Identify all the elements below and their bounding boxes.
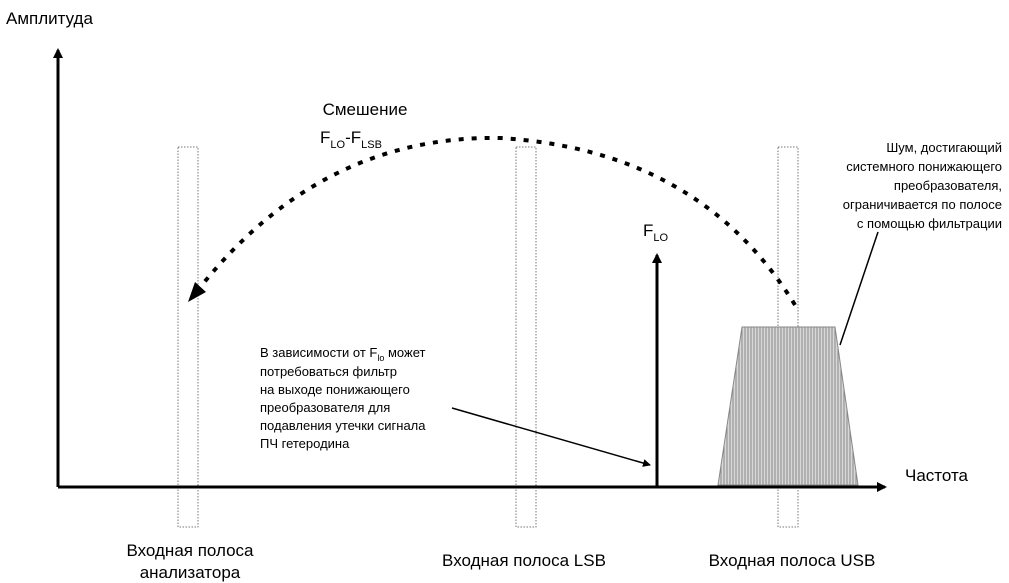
mixing-arc [196, 135, 797, 307]
lo-sub: LO [653, 232, 668, 244]
filter-pointer [451, 407, 651, 467]
band-label: Входная полоса [126, 541, 254, 560]
y-axis-label: Амплитуда [6, 9, 93, 28]
note-line: системного понижающего [846, 159, 1002, 174]
band-lsb [515, 146, 537, 528]
noise-spectrum [717, 326, 859, 486]
filter-note: В зависимости от Flo может потребоваться… [260, 345, 426, 451]
noise-note: Шум, достигающий системного понижающего … [843, 140, 1002, 231]
note-line: преобразователя для [260, 400, 390, 415]
band-label: Входная полоса LSB [442, 551, 606, 570]
mixing-formula: FLO-FLSB [320, 128, 382, 151]
note-line: подавления утечки сигнала [260, 418, 426, 433]
x-axis-label: Частота [905, 466, 969, 485]
note-text: может [384, 345, 425, 360]
band-label: Входная полоса USB [709, 551, 876, 570]
formula-sub: LO [330, 139, 345, 151]
note-line: В зависимости от Flo может [260, 345, 426, 363]
mixing-arrowhead [188, 282, 206, 302]
note-line: потребоваться фильтр [260, 364, 397, 379]
note-text: В зависимости от F [260, 345, 377, 360]
mixing-title: Смешение [323, 100, 408, 119]
formula-sub: LSB [361, 139, 382, 151]
note-line: ПЧ гетеродина [260, 436, 350, 451]
note-line: на выходе понижающего [260, 382, 410, 397]
note-line: ограничивается по полосе [843, 197, 1002, 212]
note-line: с помощью фильтрации [857, 216, 1002, 231]
note-sub: lo [377, 353, 384, 363]
formula-base: -F [345, 128, 361, 147]
band-label: анализатора [140, 563, 241, 582]
note-line: Шум, достигающий [886, 140, 1002, 155]
noise-pointer [839, 231, 879, 346]
lo-label: FLO [643, 221, 669, 244]
bands [177, 146, 799, 528]
formula-base: F [320, 128, 330, 147]
lo-base: F [643, 221, 653, 240]
band-analyzer [177, 146, 199, 528]
note-line: преобразователя, [894, 178, 1002, 193]
